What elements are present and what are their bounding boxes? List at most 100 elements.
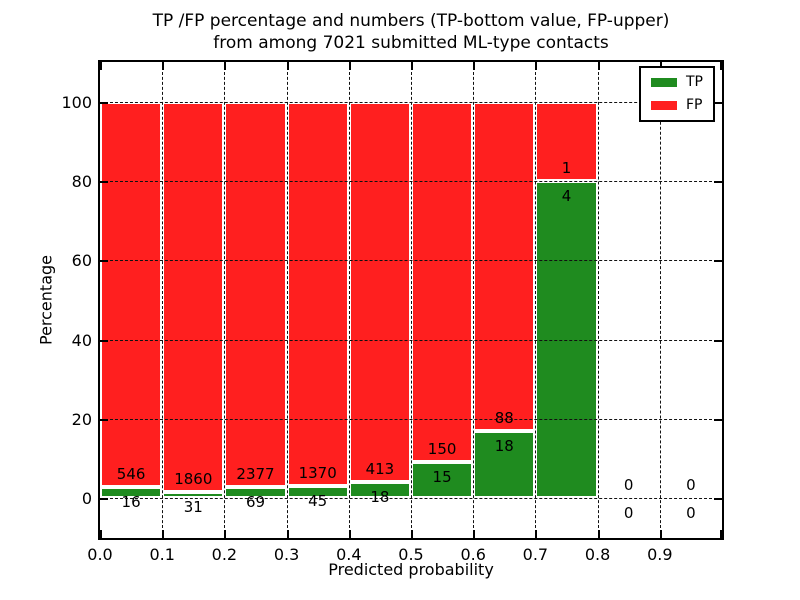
tp-count-label: 15	[432, 468, 452, 487]
fp-legend-label: FP	[686, 97, 703, 113]
grid-line-horizontal	[100, 101, 722, 103]
bar-segment-tp	[348, 481, 411, 499]
fp-count-label: 1370	[298, 463, 337, 482]
x-tick-label: 0.3	[273, 545, 300, 564]
bar-segment-tp	[162, 491, 225, 499]
y-tick-label: 20	[71, 410, 92, 429]
tp-count-label: 18	[370, 487, 390, 506]
bar-segment-fp	[535, 101, 598, 181]
x-tick-label: 0.0	[87, 545, 113, 564]
x-tick-mark	[100, 62, 102, 70]
x-tick-mark	[535, 62, 538, 70]
grid-line-vertical	[473, 62, 475, 538]
fp-count-label: 0	[623, 476, 634, 495]
grid-line-vertical	[162, 62, 164, 538]
x-tick-label: 0.4	[336, 545, 362, 564]
x-tick-mark	[224, 530, 227, 538]
fp-count-label: 546	[116, 465, 146, 484]
fp-count-label: 2377	[236, 465, 275, 484]
grid-line-vertical	[348, 62, 350, 538]
x-tick-mark	[411, 530, 413, 538]
x-tick-label: 0.9	[647, 545, 673, 564]
x-tick-label: 0.2	[211, 545, 238, 564]
x-tick-mark	[659, 530, 662, 538]
bar-segment-fp	[411, 101, 474, 463]
y-tick-mark	[714, 181, 722, 183]
bar-segment-tp	[100, 487, 163, 499]
legend-item-fp: FP	[651, 98, 703, 113]
fp-count-label: 1860	[174, 469, 213, 488]
bar-segment-tp	[473, 430, 536, 499]
x-tick-mark	[348, 62, 351, 70]
bar-segment-fp	[348, 101, 411, 482]
x-tick-mark	[162, 62, 165, 70]
y-tick-label: 60	[71, 251, 92, 271]
y-tick-mark	[100, 498, 108, 501]
tp-count-label: 69	[245, 493, 266, 512]
bar-segment-fp	[224, 101, 287, 488]
tp-count-label: 0	[686, 504, 696, 523]
grid-line-vertical	[659, 62, 661, 538]
annotations-layer: 546 16 1860 31 2377 69 1370 45 413 18 150 15 88 18 1 4 0…	[100, 62, 722, 538]
tp-count-label: 18	[494, 436, 514, 455]
x-tick-label: 0.6	[460, 545, 486, 564]
grid-line-horizontal	[100, 181, 722, 182]
tp-count-label: 31	[183, 497, 203, 516]
tp-count-label: 0	[623, 504, 634, 523]
y-tick-mark	[100, 339, 108, 342]
x-tick-mark	[286, 62, 289, 70]
y-tick-mark	[714, 260, 722, 263]
fp-count-label: 1	[561, 159, 572, 177]
bar-segment-fp	[473, 101, 536, 431]
y-tick-mark	[714, 419, 722, 421]
x-tick-mark	[597, 62, 600, 70]
bar-segment-tp	[411, 462, 474, 499]
x-tick-label: 0.1	[149, 545, 175, 564]
y-tick-mark	[714, 101, 722, 104]
y-tick-mark	[100, 419, 108, 421]
legend: TP FP	[639, 66, 715, 122]
fp-count-label: 150	[427, 440, 457, 459]
bar-segment-tp	[224, 487, 287, 499]
x-tick-label: 0.5	[398, 545, 424, 564]
x-tick-label: 0.8	[584, 545, 611, 564]
y-tick-mark	[100, 181, 108, 183]
x-tick-mark	[224, 62, 227, 70]
fp-legend-swatch-icon	[651, 101, 677, 110]
y-tick-mark	[714, 339, 722, 342]
chart-title-line1: TP /FP percentage and numbers (TP-bottom…	[152, 11, 670, 31]
chart-title: TP /FP percentage and numbers (TP-bottom…	[98, 10, 724, 54]
x-tick-mark	[162, 530, 165, 538]
ticks-layer	[100, 62, 722, 538]
y-tick-mark	[714, 498, 722, 501]
y-tick-label: 80	[71, 172, 92, 191]
y-tick-mark	[100, 260, 108, 263]
y-tick-label: 40	[71, 330, 92, 350]
grid-layer	[100, 62, 722, 538]
chart-title-line2: from among 7021 submitted ML-type contac…	[213, 33, 609, 53]
y-tick-label: 0	[81, 489, 92, 509]
tp-count-label: 45	[308, 491, 328, 510]
fp-count-label: 413	[365, 459, 395, 478]
fp-count-label: 88	[494, 408, 514, 427]
grid-line-horizontal	[100, 498, 722, 500]
x-tick-mark	[535, 530, 538, 538]
tp-count-label: 4	[561, 187, 572, 205]
bar-segment-fp	[100, 101, 163, 488]
plot-area: 546 16 1860 31 2377 69 1370 45 413 18 150 15 88 18 1 4 0…	[98, 60, 724, 540]
bar-segment-tp	[286, 485, 349, 499]
x-tick-mark	[473, 530, 476, 538]
y-tick-mark	[100, 101, 108, 104]
grid-line-vertical	[597, 62, 599, 538]
bar-segment-fp	[286, 101, 349, 486]
x-tick-mark	[720, 530, 722, 538]
x-tick-mark	[100, 530, 102, 538]
grid-line-vertical	[535, 62, 537, 538]
grid-line-horizontal	[100, 260, 722, 262]
fp-count-label: 0	[686, 476, 696, 495]
grid-line-vertical	[286, 62, 288, 538]
tp-count-label: 16	[121, 493, 141, 512]
y-tick-label: 100	[61, 92, 92, 112]
legend-item-tp: TP	[651, 75, 703, 90]
